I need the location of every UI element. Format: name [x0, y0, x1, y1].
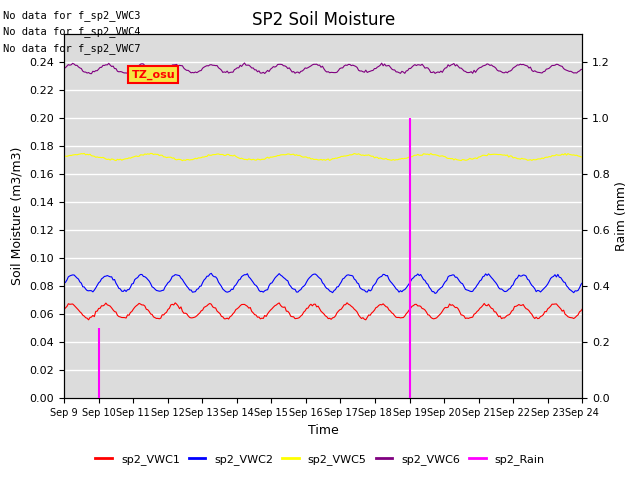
Y-axis label: Raim (mm): Raim (mm): [616, 181, 628, 251]
Legend: sp2_VWC1, sp2_VWC2, sp2_VWC5, sp2_VWC6, sp2_Rain: sp2_VWC1, sp2_VWC2, sp2_VWC5, sp2_VWC6, …: [91, 450, 549, 469]
X-axis label: Time: Time: [308, 424, 339, 437]
Text: No data for f_sp2_VWC7: No data for f_sp2_VWC7: [3, 43, 141, 54]
Text: No data for f_sp2_VWC3: No data for f_sp2_VWC3: [3, 10, 141, 21]
Text: No data for f_sp2_VWC4: No data for f_sp2_VWC4: [3, 26, 141, 37]
Y-axis label: Soil Moisture (m3/m3): Soil Moisture (m3/m3): [11, 147, 24, 285]
Text: TZ_osu: TZ_osu: [131, 70, 175, 80]
Title: SP2 Soil Moisture: SP2 Soil Moisture: [252, 11, 395, 29]
